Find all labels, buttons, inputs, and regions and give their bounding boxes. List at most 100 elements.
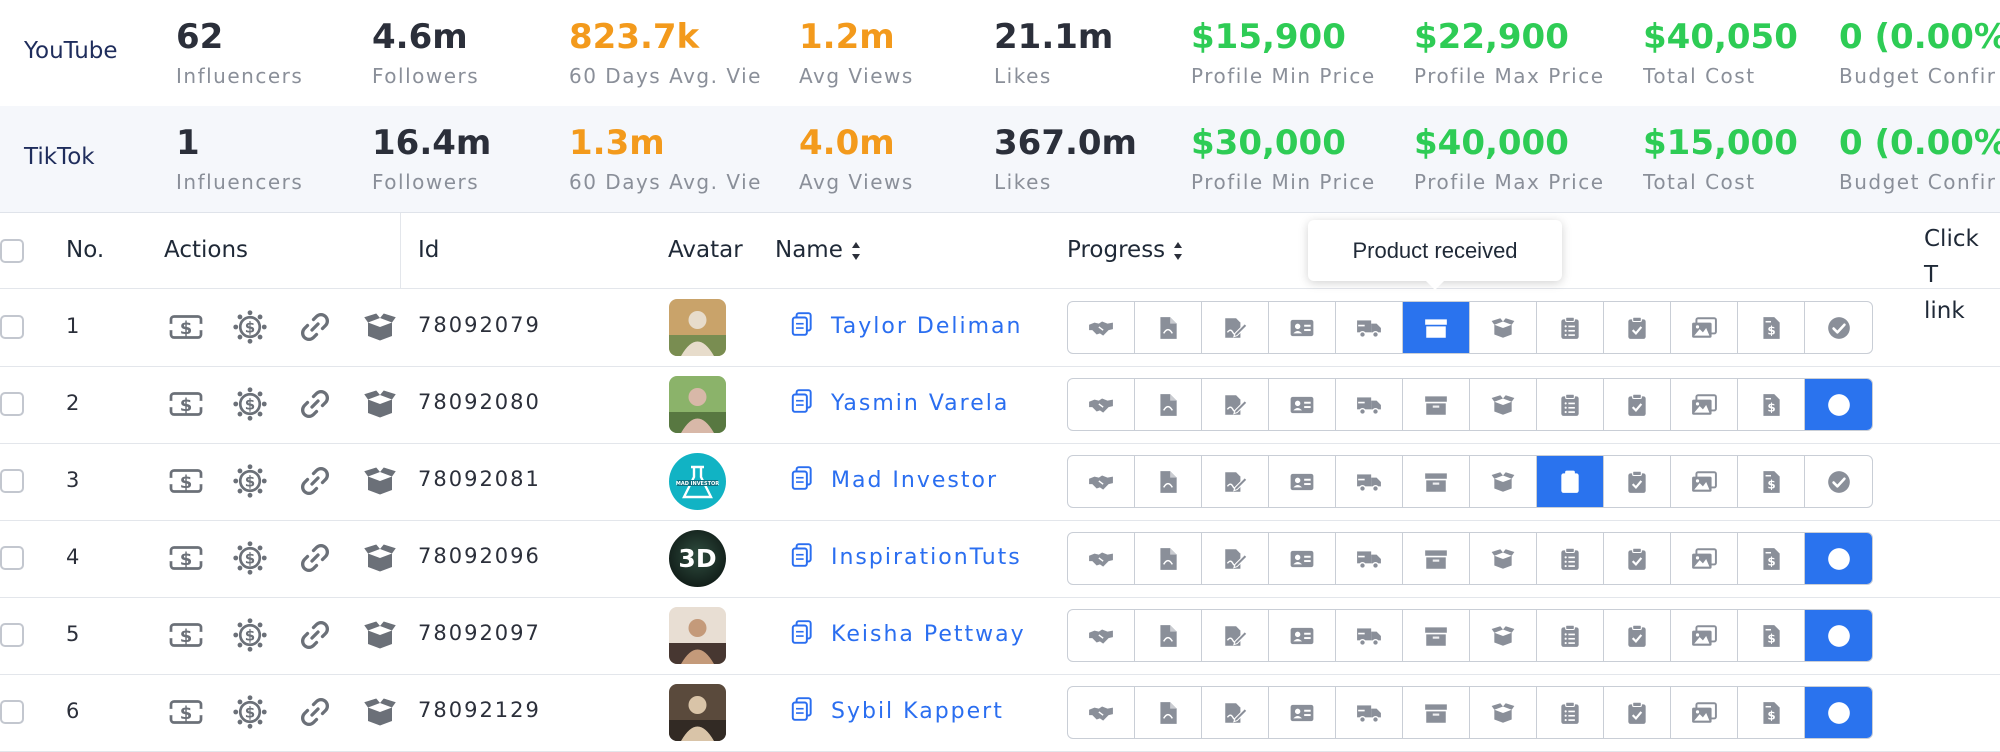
copy-icon[interactable] bbox=[789, 465, 815, 495]
influencer-name-link[interactable]: Mad Investor bbox=[831, 467, 998, 493]
progress-step-invoice-icon[interactable]: $ bbox=[1738, 533, 1805, 584]
progress-step-clipboard-check-icon[interactable] bbox=[1604, 379, 1671, 430]
progress-step-pdf-icon[interactable] bbox=[1135, 302, 1202, 353]
budget-cog-icon[interactable]: $ bbox=[232, 386, 270, 422]
budget-cog-icon[interactable]: $ bbox=[232, 694, 270, 730]
progress-step-check-circle-icon[interactable] bbox=[1805, 302, 1872, 353]
progress-step-id-card-icon[interactable] bbox=[1269, 456, 1336, 507]
influencer-name-link[interactable]: Keisha Pettway bbox=[831, 621, 1026, 647]
progress-step-id-card-icon[interactable] bbox=[1269, 610, 1336, 661]
progress-step-contract-sign-icon[interactable] bbox=[1202, 456, 1269, 507]
progress-step-product-box-icon[interactable] bbox=[1403, 456, 1470, 507]
progress-step-product-box-icon[interactable] bbox=[1403, 533, 1470, 584]
row-checkbox[interactable] bbox=[0, 315, 24, 339]
payment-ticket-icon[interactable]: $ bbox=[167, 617, 206, 653]
progress-step-check-circle-icon[interactable] bbox=[1805, 610, 1872, 661]
progress-step-gallery-icon[interactable] bbox=[1671, 610, 1738, 661]
progress-step-pdf-icon[interactable] bbox=[1135, 533, 1202, 584]
payment-ticket-icon[interactable]: $ bbox=[167, 463, 206, 499]
progress-step-shipping-truck-icon[interactable] bbox=[1336, 687, 1403, 738]
progress-step-clipboard-check-icon[interactable] bbox=[1604, 533, 1671, 584]
progress-step-gallery-icon[interactable] bbox=[1671, 456, 1738, 507]
open-box-icon[interactable] bbox=[362, 694, 400, 730]
open-box-icon[interactable] bbox=[362, 386, 400, 422]
progress-step-open-box-icon[interactable] bbox=[1470, 533, 1537, 584]
budget-cog-icon[interactable]: $ bbox=[232, 463, 270, 499]
progress-step-clipboard-check-icon[interactable] bbox=[1604, 610, 1671, 661]
progress-step-handshake-icon[interactable] bbox=[1068, 610, 1135, 661]
row-checkbox[interactable] bbox=[0, 392, 24, 416]
progress-step-id-card-icon[interactable] bbox=[1269, 379, 1336, 430]
progress-step-clipboard-list-icon[interactable] bbox=[1537, 302, 1604, 353]
progress-step-product-box-icon[interactable] bbox=[1403, 687, 1470, 738]
progress-step-id-card-icon[interactable] bbox=[1269, 302, 1336, 353]
row-checkbox[interactable] bbox=[0, 469, 24, 493]
progress-step-shipping-truck-icon[interactable] bbox=[1336, 456, 1403, 507]
progress-step-shipping-truck-icon[interactable] bbox=[1336, 533, 1403, 584]
copy-icon[interactable] bbox=[789, 388, 815, 418]
progress-step-handshake-icon[interactable] bbox=[1068, 533, 1135, 584]
progress-step-open-box-icon[interactable] bbox=[1470, 610, 1537, 661]
progress-step-invoice-icon[interactable]: $ bbox=[1738, 456, 1805, 507]
sort-icon[interactable] bbox=[1173, 241, 1183, 261]
progress-step-shipping-truck-icon[interactable] bbox=[1336, 610, 1403, 661]
copy-icon[interactable] bbox=[789, 311, 815, 341]
progress-step-invoice-icon[interactable]: $ bbox=[1738, 302, 1805, 353]
progress-step-pdf-icon[interactable] bbox=[1135, 687, 1202, 738]
progress-step-check-circle-icon[interactable] bbox=[1805, 687, 1872, 738]
progress-step-handshake-icon[interactable] bbox=[1068, 302, 1135, 353]
progress-step-check-circle-icon[interactable] bbox=[1805, 533, 1872, 584]
budget-cog-icon[interactable]: $ bbox=[232, 540, 270, 576]
progress-step-open-box-icon[interactable] bbox=[1470, 687, 1537, 738]
progress-step-invoice-icon[interactable]: $ bbox=[1738, 610, 1805, 661]
link-icon[interactable] bbox=[297, 309, 335, 345]
copy-icon[interactable] bbox=[789, 696, 815, 726]
progress-step-open-box-icon[interactable] bbox=[1470, 456, 1537, 507]
header-name[interactable]: Name bbox=[775, 237, 861, 263]
payment-ticket-icon[interactable]: $ bbox=[167, 694, 206, 730]
progress-step-product-box-icon[interactable] bbox=[1403, 610, 1470, 661]
row-checkbox[interactable] bbox=[0, 623, 24, 647]
budget-cog-icon[interactable]: $ bbox=[232, 617, 270, 653]
progress-step-pdf-icon[interactable] bbox=[1135, 379, 1202, 430]
payment-ticket-icon[interactable]: $ bbox=[167, 309, 206, 345]
row-checkbox[interactable] bbox=[0, 700, 24, 724]
progress-step-handshake-icon[interactable] bbox=[1068, 687, 1135, 738]
influencer-name-link[interactable]: Sybil Kappert bbox=[831, 698, 1004, 724]
sort-icon[interactable] bbox=[851, 241, 861, 261]
influencer-name-link[interactable]: Taylor Deliman bbox=[831, 313, 1023, 339]
progress-step-product-box-icon[interactable] bbox=[1403, 379, 1470, 430]
progress-step-contract-sign-icon[interactable] bbox=[1202, 687, 1269, 738]
link-icon[interactable] bbox=[297, 540, 335, 576]
budget-cog-icon[interactable]: $ bbox=[232, 309, 270, 345]
progress-step-handshake-icon[interactable] bbox=[1068, 456, 1135, 507]
progress-step-check-circle-icon[interactable] bbox=[1805, 456, 1872, 507]
payment-ticket-icon[interactable]: $ bbox=[167, 386, 206, 422]
progress-step-contract-sign-icon[interactable] bbox=[1202, 302, 1269, 353]
link-icon[interactable] bbox=[297, 694, 335, 730]
link-icon[interactable] bbox=[297, 386, 335, 422]
copy-icon[interactable] bbox=[789, 619, 815, 649]
progress-step-check-circle-icon[interactable] bbox=[1805, 379, 1872, 430]
progress-step-contract-sign-icon[interactable] bbox=[1202, 533, 1269, 584]
progress-step-clipboard-check-icon[interactable] bbox=[1604, 687, 1671, 738]
column-divider[interactable] bbox=[400, 213, 401, 288]
progress-step-clipboard-list-icon[interactable] bbox=[1537, 456, 1604, 507]
row-checkbox[interactable] bbox=[0, 546, 24, 570]
progress-step-pdf-icon[interactable] bbox=[1135, 456, 1202, 507]
progress-step-clipboard-check-icon[interactable] bbox=[1604, 302, 1671, 353]
progress-step-clipboard-list-icon[interactable] bbox=[1537, 610, 1604, 661]
open-box-icon[interactable] bbox=[362, 617, 400, 653]
progress-step-contract-sign-icon[interactable] bbox=[1202, 610, 1269, 661]
progress-step-pdf-icon[interactable] bbox=[1135, 610, 1202, 661]
influencer-name-link[interactable]: Yasmin Varela bbox=[831, 390, 1010, 416]
open-box-icon[interactable] bbox=[362, 540, 400, 576]
progress-step-handshake-icon[interactable] bbox=[1068, 379, 1135, 430]
progress-step-contract-sign-icon[interactable] bbox=[1202, 379, 1269, 430]
influencer-name-link[interactable]: InspirationTuts bbox=[831, 544, 1022, 570]
open-box-icon[interactable] bbox=[362, 309, 400, 345]
payment-ticket-icon[interactable]: $ bbox=[167, 540, 206, 576]
progress-step-clipboard-list-icon[interactable] bbox=[1537, 687, 1604, 738]
header-progress[interactable]: Progress bbox=[1067, 237, 1183, 263]
progress-step-shipping-truck-icon[interactable] bbox=[1336, 302, 1403, 353]
